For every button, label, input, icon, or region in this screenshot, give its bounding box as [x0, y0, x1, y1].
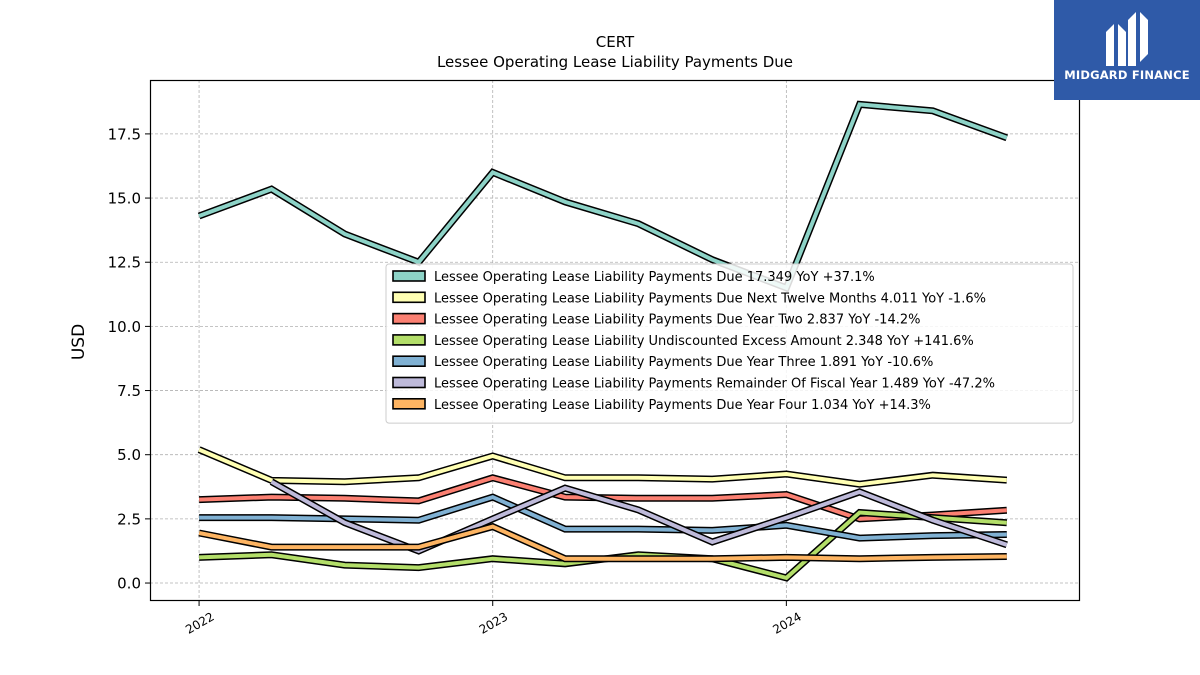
x-tick-label: 2024	[770, 609, 803, 636]
y-tick-label: 12.5	[108, 254, 141, 272]
legend-entry-label: Lessee Operating Lease Liability Undisco…	[434, 334, 974, 349]
chart-title: CERT	[596, 33, 635, 51]
y-tick-label: 0.0	[117, 575, 141, 593]
legend-entry-label: Lessee Operating Lease Liability Payment…	[434, 313, 920, 328]
y-axis-label: USD	[69, 324, 89, 360]
legend-entry-label: Lessee Operating Lease Liability Payment…	[434, 398, 931, 413]
brand-logo: MIDGARD FINANCE	[1054, 0, 1200, 100]
line-chart: CERT Lessee Operating Lease Liability Pa…	[0, 0, 1200, 675]
y-tick-label: 7.5	[117, 382, 141, 400]
brand-mark-icon	[1102, 10, 1152, 68]
legend-swatch	[393, 335, 425, 345]
series-line-outline	[199, 104, 1007, 288]
y-tick-label: 2.5	[117, 510, 141, 528]
legend-swatch	[393, 271, 425, 281]
series-line-1	[199, 104, 1007, 288]
legend-swatch	[393, 356, 425, 366]
legend-entry-label: Lessee Operating Lease Liability Payment…	[434, 291, 986, 306]
y-tick-label: 10.0	[108, 318, 141, 336]
legend: Lessee Operating Lease Liability Payment…	[386, 264, 1073, 423]
chart-subtitle: Lessee Operating Lease Liability Payment…	[437, 53, 793, 71]
legend-entry-label: Lessee Operating Lease Liability Payment…	[434, 377, 995, 392]
y-tick-label: 5.0	[117, 446, 141, 464]
legend-swatch	[393, 314, 425, 324]
x-tick-label: 2023	[477, 609, 510, 636]
y-tick-label: 15.0	[108, 190, 141, 208]
brand-name: MIDGARD FINANCE	[1054, 68, 1200, 82]
legend-entry-label: Lessee Operating Lease Liability Payment…	[434, 355, 933, 370]
legend-swatch	[393, 399, 425, 409]
y-tick-label: 17.5	[108, 125, 141, 143]
x-tick-label: 2022	[183, 609, 216, 636]
legend-entry-label: Lessee Operating Lease Liability Payment…	[434, 270, 875, 285]
legend-swatch	[393, 378, 425, 388]
legend-swatch	[393, 292, 425, 302]
